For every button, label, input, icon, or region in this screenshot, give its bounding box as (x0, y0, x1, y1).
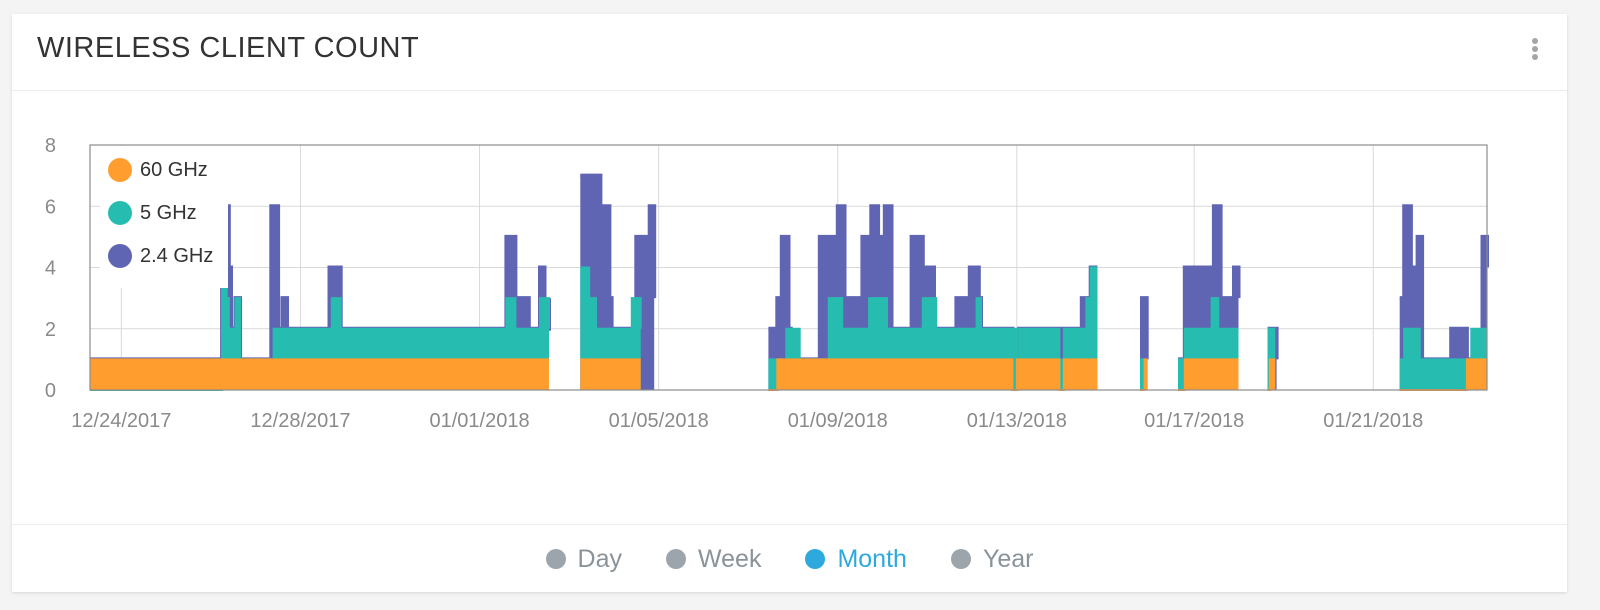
client-count-chart: 0 2 4 6 8 12/24/2017 12/28/2017 01/01/2018 01/05… (45, 135, 1489, 432)
kebab-menu-icon[interactable] (1531, 38, 1539, 60)
series-60ghz-area (90, 359, 549, 390)
x-tick-label: 01/05/2018 (609, 410, 709, 432)
plot-border (89, 144, 1488, 391)
range-label-day: Day (577, 544, 622, 573)
y-tick-label: 0 (45, 380, 56, 402)
series-60ghz-area (768, 359, 1098, 390)
kebab-dot (1532, 46, 1538, 52)
series-5ghz-area (90, 236, 549, 390)
radio-dot-icon (805, 549, 826, 569)
legend-swatch-60ghz (108, 158, 132, 182)
legend-swatch-24ghz (108, 244, 132, 268)
range-label-month: Month (837, 544, 907, 573)
chart-area: 0 2 4 6 8 12/24/2017 12/28/2017 01/01/2018 01/05… (12, 91, 1567, 524)
y-tick-label: 8 (45, 135, 56, 157)
legend-item-24ghz[interactable]: 2.4 GHz (108, 242, 213, 270)
series-60ghz-area (1399, 359, 1487, 390)
kebab-dot (1532, 38, 1538, 44)
radio-dot-icon (545, 549, 566, 569)
wireless-client-count-card: WIRELESS CLIENT COUNT 0 2 4 6 8 12/24/2017 12/… (12, 14, 1567, 592)
series-60ghz-area (1178, 359, 1239, 390)
series-60ghz-area (580, 359, 641, 390)
x-tick-label: 01/17/2018 (1144, 410, 1244, 432)
time-range-selector: Day Week Month Year (12, 525, 1567, 593)
y-tick-label: 6 (45, 196, 56, 218)
radio-dot-icon (666, 549, 686, 569)
x-tick-label: 12/28/2017 (250, 410, 350, 432)
series-60ghz-area (1267, 359, 1275, 390)
y-tick-label: 4 (45, 258, 56, 280)
legend-label-24ghz: 2.4 GHz (140, 244, 214, 267)
legend-item-60ghz[interactable]: 60 GHz (108, 156, 208, 184)
y-tick-label: 2 (45, 319, 56, 341)
card-title: WIRELESS CLIENT COUNT (37, 32, 420, 64)
range-label-week: Week (698, 544, 762, 573)
series-5ghz-line (1399, 327, 1487, 361)
x-tick-label: 01/09/2018 (788, 410, 888, 432)
series-24ghz-line (1140, 296, 1149, 360)
x-tick-label: 12/24/2017 (71, 410, 171, 432)
x-tick-label: 01/01/2018 (429, 410, 529, 432)
legend-item-5ghz[interactable]: 5 GHz (108, 199, 197, 227)
range-label-year: Year (982, 544, 1034, 573)
range-tab-day[interactable]: Day (545, 544, 622, 574)
series-24ghz-line (1178, 204, 1241, 362)
series-5ghz-line (1178, 297, 1239, 361)
series-5ghz-line (580, 266, 642, 330)
card-footer: Day Week Month Year (12, 524, 1567, 593)
series-24ghz-line (90, 204, 551, 362)
chart-legend: 60 GHz 5 GHz 2.4 GHz (100, 146, 228, 288)
series-5ghz-line (1267, 327, 1276, 360)
range-tab-week[interactable]: Week (666, 545, 761, 574)
kebab-dot (1532, 54, 1538, 60)
x-tick-label: 01/21/2018 (1323, 410, 1423, 432)
x-tick-label: 01/13/2018 (967, 410, 1067, 432)
range-tab-year[interactable]: Year (950, 544, 1034, 574)
legend-swatch-5ghz (108, 201, 132, 225)
card-header: WIRELESS CLIENT COUNT (12, 14, 1567, 91)
legend-label-5ghz: 5 GHz (140, 201, 197, 224)
radio-dot-icon (950, 549, 971, 569)
legend-label-60ghz: 60 GHz (140, 158, 208, 181)
range-tab-month[interactable]: Month (805, 544, 907, 574)
